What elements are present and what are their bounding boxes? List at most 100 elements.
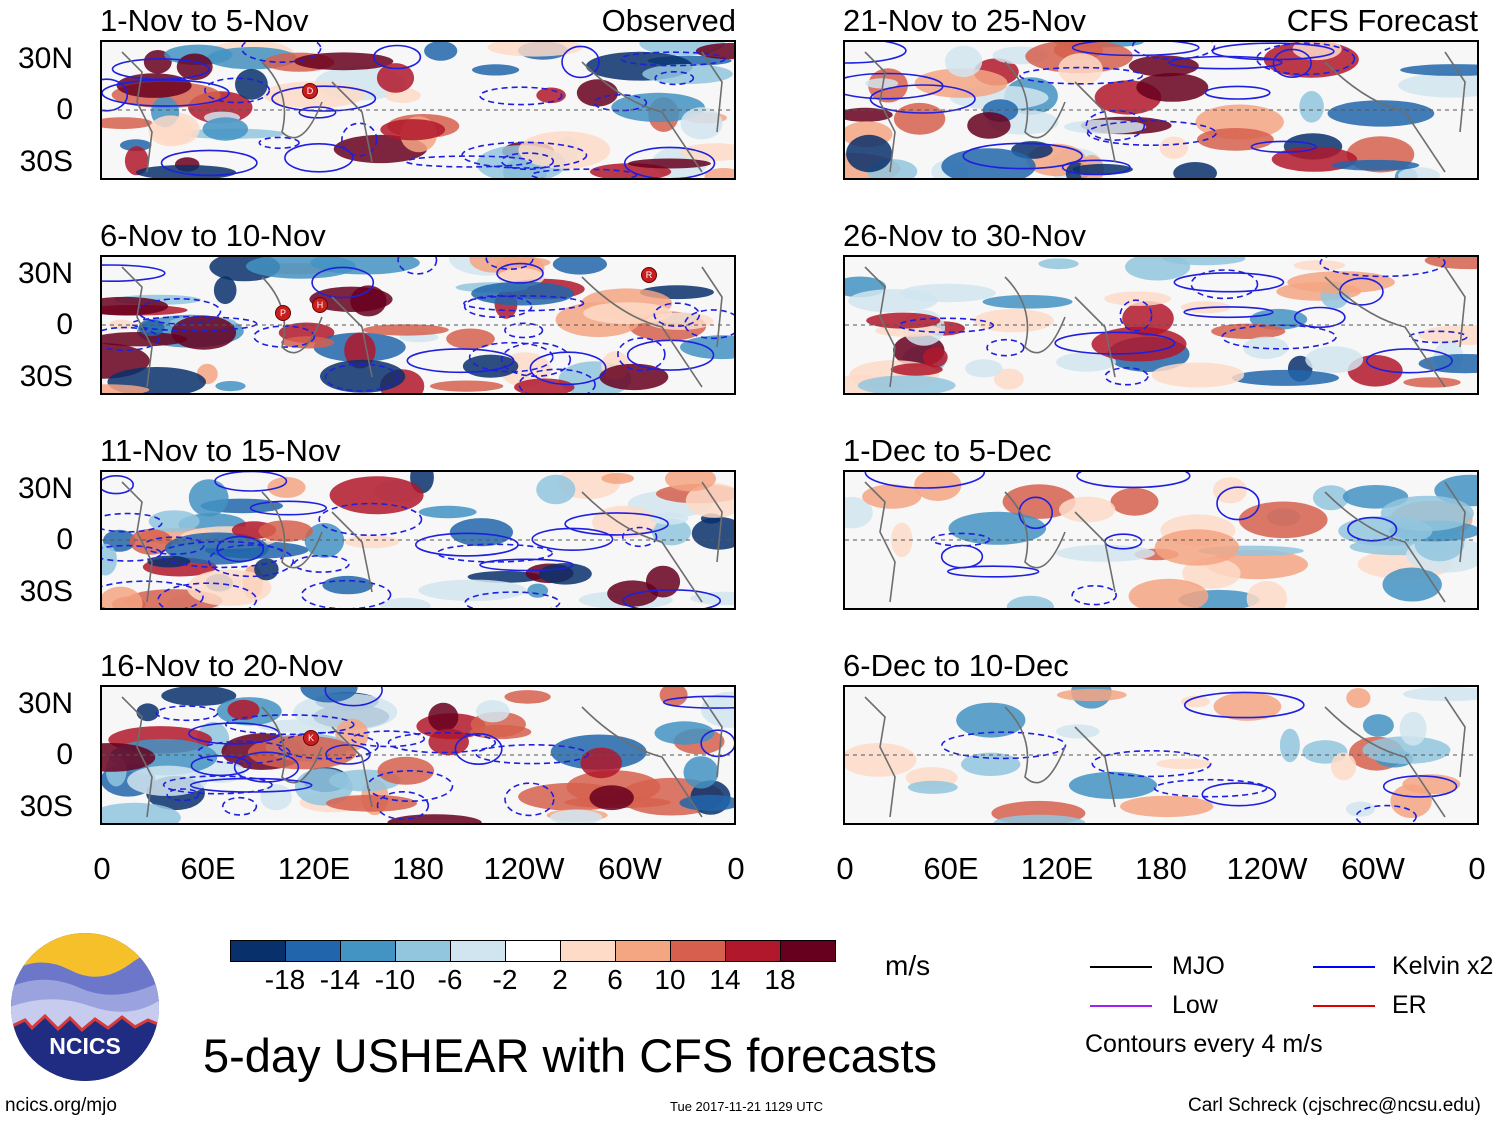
kelvin-contour [1183, 306, 1274, 319]
shear-anomaly [1279, 728, 1300, 763]
kelvin-contour [102, 326, 160, 352]
shear-anomaly [1238, 501, 1328, 539]
kelvin-contour [233, 751, 300, 783]
y-label-30s-2: 30S [19, 360, 73, 393]
colorbar-label: 14 [709, 964, 741, 995]
kelvin-contour [190, 754, 251, 777]
kelvin-contour [518, 368, 596, 393]
cfs-forecast-header: CFS Forecast [1286, 3, 1478, 38]
shear-anomaly [147, 555, 191, 568]
kelvin-contour [376, 791, 430, 821]
kelvin-contour [620, 51, 726, 67]
shear-anomaly [536, 474, 576, 505]
kelvin-contour [318, 502, 423, 537]
shear-anomaly [1327, 100, 1435, 127]
shear-anomaly [1104, 291, 1172, 306]
coastline [581, 61, 703, 173]
shear-anomaly [380, 597, 431, 608]
shear-anomaly [628, 158, 711, 169]
shear-anomaly [1056, 688, 1127, 702]
shear-anomaly [890, 363, 943, 376]
kelvin-contour [479, 558, 574, 572]
shear-anomaly [866, 312, 941, 329]
footer-credit: Carl Schreck (cjschrec@ncsu.edu) [1188, 1095, 1481, 1116]
shear-anomaly [148, 115, 193, 147]
kelvin-contour [208, 544, 295, 578]
shear-anomaly [1059, 496, 1116, 523]
shear-anomaly [576, 79, 619, 107]
panel-title-left-2: 6-Nov to 10-Nov [100, 218, 326, 253]
shear-anomaly [1006, 595, 1054, 608]
y-label-30n-2: 30N [17, 257, 73, 290]
panel-title-right-4: 6-Dec to 10-Dec [843, 648, 1069, 683]
coastline [121, 266, 153, 388]
shear-anomaly [124, 146, 149, 176]
shear-anomaly [476, 700, 510, 723]
shear-anomaly [127, 765, 208, 796]
kelvin-contour [102, 580, 204, 608]
shear-anomaly [254, 558, 279, 581]
shear-field [102, 687, 734, 823]
shear-anomaly [685, 483, 734, 518]
y-label-0-3: 0 [56, 523, 73, 556]
kelvin-contour [225, 714, 355, 736]
shear-anomaly [136, 703, 159, 722]
kelvin-contour [249, 500, 327, 516]
shear-anomaly [1380, 495, 1474, 532]
map-panel-right-1 [843, 40, 1479, 180]
shear-anomaly [701, 691, 734, 728]
kelvin-contour [1365, 348, 1453, 374]
coastline [261, 706, 323, 784]
shear-anomaly [1292, 42, 1342, 61]
kelvin-contour [1019, 66, 1143, 85]
colorbar-label: -10 [374, 964, 416, 995]
kelvin-contour [1173, 272, 1285, 293]
shear-anomaly [965, 359, 1003, 378]
kelvin-contour [475, 743, 589, 765]
coastline [1074, 511, 1116, 593]
legend-mjo-label: MJO [1172, 952, 1225, 980]
shear-anomaly [294, 52, 394, 71]
shear-anomaly [1110, 487, 1159, 516]
ncics-logo: NCICS [10, 932, 160, 1082]
colorbar-box [450, 940, 506, 962]
shear-anomaly [1398, 73, 1477, 98]
kelvin-contour [216, 535, 265, 563]
kelvin-contour [1086, 120, 1217, 147]
kelvin-contour [500, 152, 555, 171]
kelvin-contour [1256, 42, 1356, 76]
kelvin-contour [530, 168, 638, 178]
coastline [331, 726, 373, 808]
kelvin-contour [623, 146, 716, 178]
shear-anomaly [1120, 795, 1214, 818]
kelvin-contour [1190, 269, 1259, 300]
colorbar-label: 10 [654, 964, 686, 995]
x-label-left-120w: 120W [483, 851, 565, 886]
legend-kelvin-line [1313, 966, 1375, 968]
shear-anomaly [680, 107, 723, 140]
x-label-left-120e: 120E [277, 851, 351, 886]
shear-anomaly [1125, 257, 1191, 281]
x-label-right-60e: 60E [923, 851, 979, 886]
map-panel-left-3 [100, 470, 736, 610]
kelvin-contour [1168, 55, 1283, 70]
kelvin-contour [653, 302, 701, 328]
shear-anomaly [215, 381, 246, 392]
coastline [1074, 726, 1116, 808]
kelvin-contour [496, 262, 544, 284]
coastline [1004, 491, 1066, 569]
shear-anomaly [235, 68, 268, 100]
coastline [261, 491, 323, 569]
kelvin-contour [864, 472, 986, 489]
kelvin-contour [311, 266, 375, 299]
shear-anomaly [599, 363, 669, 391]
kelvin-contour [1250, 140, 1317, 154]
shear-anomaly [429, 380, 504, 392]
footer-url[interactable]: ncics.org/mjo [5, 1095, 117, 1116]
coastline [701, 51, 723, 133]
shear-anomaly [691, 517, 734, 550]
shear-anomaly [362, 324, 449, 336]
kelvin-contour [485, 257, 534, 270]
x-label-right-120w: 120W [1226, 851, 1308, 886]
shear-anomaly [846, 134, 893, 173]
